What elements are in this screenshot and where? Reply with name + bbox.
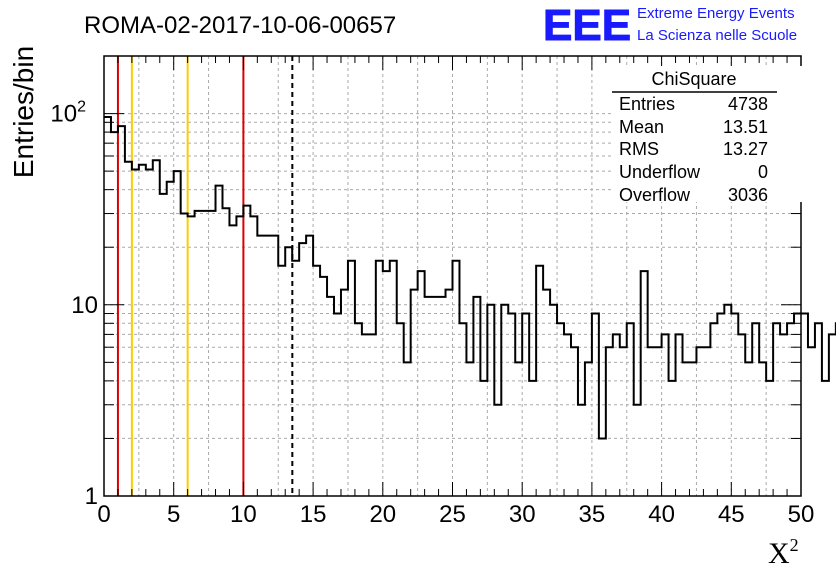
x-tick-label: 30 bbox=[509, 501, 536, 528]
stats-row-value-underflow: 0 bbox=[758, 162, 768, 182]
x-tick-label: 15 bbox=[300, 501, 327, 528]
eee-logo-line2: La Scienza nelle Scuole bbox=[637, 27, 797, 44]
x-tick-label: 40 bbox=[648, 501, 675, 528]
stats-row-label-overflow: Overflow bbox=[619, 185, 691, 205]
x-tick-label: 0 bbox=[97, 501, 110, 528]
stats-row-label-mean: Mean bbox=[619, 117, 664, 137]
y-tick-label: 10 bbox=[71, 292, 98, 319]
y-tick-label: 102 bbox=[50, 99, 86, 128]
x-axis-label-superscript: 2 bbox=[790, 535, 799, 555]
stats-box-background bbox=[613, 66, 806, 202]
chart-title: ROMA-02-2017-10-06-00657 bbox=[84, 12, 396, 39]
axis-ticks: 0 5 10 15 20 25 30 35 40 45 50 1 10 102 bbox=[50, 55, 815, 528]
x-axis-label: X2 bbox=[768, 535, 799, 570]
eee-logo-line1: Extreme Energy Events bbox=[637, 5, 795, 22]
stats-row-value-overflow: 3036 bbox=[728, 185, 768, 205]
eee-logo-mark: EEE bbox=[543, 1, 631, 50]
x-tick-label: 35 bbox=[579, 501, 606, 528]
x-tick-label: 5 bbox=[167, 501, 180, 528]
x-tick-label: 25 bbox=[439, 501, 466, 528]
x-axis-label-text: X bbox=[768, 537, 790, 570]
stats-box: ChiSquare Entries 4738 Mean 13.51 RMS 13… bbox=[612, 66, 806, 205]
reference-lines bbox=[116, 56, 294, 496]
histogram-series bbox=[104, 115, 836, 440]
stats-box-title: ChiSquare bbox=[651, 69, 736, 89]
stats-row-label-underflow: Underflow bbox=[619, 162, 701, 182]
stats-row-label-entries: Entries bbox=[619, 94, 675, 114]
x-tick-label: 50 bbox=[788, 501, 815, 528]
y-axis-label: Entries/bin bbox=[8, 46, 39, 178]
stats-row-value-mean: 13.51 bbox=[723, 117, 768, 137]
stats-row-value-rms: 13.27 bbox=[723, 139, 768, 159]
x-tick-label: 45 bbox=[718, 501, 745, 528]
stats-row-label-rms: RMS bbox=[619, 139, 659, 159]
y-tick-label: 1 bbox=[85, 483, 98, 510]
stats-row-value-entries: 4738 bbox=[728, 94, 768, 114]
x-tick-label: 20 bbox=[369, 501, 396, 528]
x-tick-label: 10 bbox=[230, 501, 257, 528]
eee-logo: EEE Extreme Energy Events La Scienza nel… bbox=[543, 1, 798, 51]
